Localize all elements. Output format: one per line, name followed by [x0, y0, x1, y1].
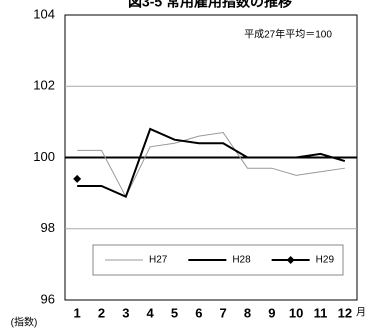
x-tick-label: 9: [268, 305, 275, 320]
y-unit: (指数): [11, 316, 38, 329]
legend-label: H29: [316, 255, 335, 266]
x-tick-label: 6: [195, 305, 202, 320]
x-tick-label: 11: [314, 305, 328, 320]
y-tick-label: 104: [33, 6, 55, 21]
x-tick-label: 10: [289, 305, 303, 320]
y-tick-label: 98: [41, 220, 55, 235]
x-tick-label: 1: [74, 305, 81, 320]
point-marker: [73, 174, 82, 183]
legend-label: H28: [232, 255, 251, 266]
x-tick-label: 7: [220, 305, 227, 320]
x-unit: 月: [356, 307, 365, 319]
x-tick-label: 2: [98, 305, 105, 320]
x-tick-label: 5: [171, 305, 178, 320]
y-tick-label: 100: [33, 149, 55, 164]
series-line: [77, 132, 345, 198]
x-tick-label: 8: [244, 305, 251, 320]
legend-marker: [286, 256, 295, 264]
x-tick-label: 12: [338, 305, 352, 320]
chart-title: 図3-5 常用雇用指数の推移: [128, 0, 292, 10]
legend-label: H27: [149, 255, 168, 266]
x-tick-label: 4: [147, 305, 155, 320]
series-line: [77, 127, 346, 199]
x-tick-label: 3: [122, 305, 129, 320]
annotation: 平成27年平均＝100: [244, 28, 332, 41]
y-tick-label: 102: [33, 78, 55, 93]
y-tick-label: 96: [41, 291, 55, 306]
